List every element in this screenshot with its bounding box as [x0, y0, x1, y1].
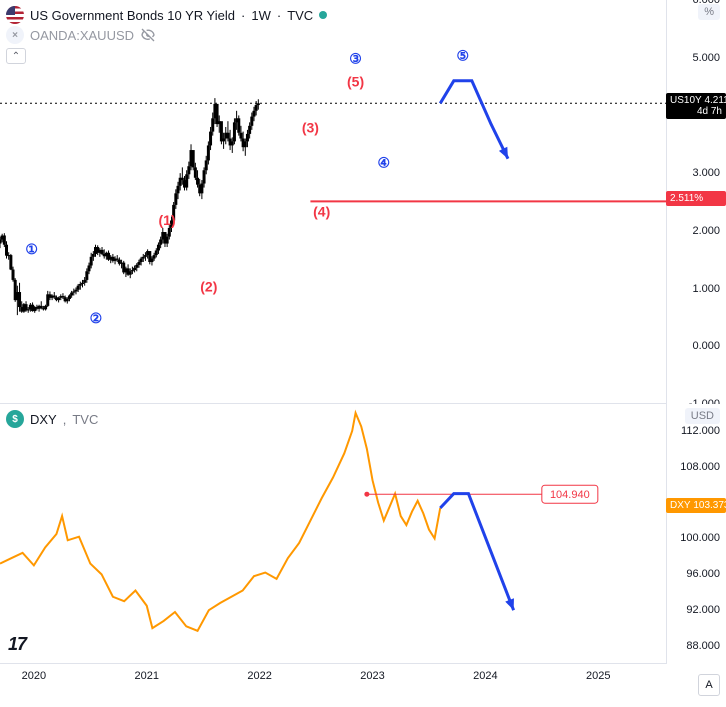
bottom-symbol-title[interactable]: DXY	[30, 412, 57, 427]
secondary-symbol[interactable]: OANDA:XAUUSD	[30, 28, 134, 43]
svg-text:(3): (3)	[302, 120, 319, 136]
top-chart-panel: US Government Bonds 10 YR Yield · 1W · T…	[0, 0, 726, 404]
auto-scale-button[interactable]: A	[698, 674, 720, 696]
x-tick-label: 2025	[586, 670, 610, 682]
x-tick-label: 2021	[134, 670, 158, 682]
y-tick-label: 88.000	[686, 640, 720, 652]
top-y-axis[interactable]: % -1.0000.0001.0002.0003.0004.0005.0006.…	[666, 0, 726, 404]
legend-sep: ·	[241, 8, 245, 23]
hidden-series-icon: ×	[6, 26, 24, 44]
current-price-label: US10Y 4.211%4d 7h	[666, 93, 726, 119]
top-symbol-title[interactable]: US Government Bonds 10 YR Yield	[30, 8, 235, 23]
svg-text:④: ④	[378, 154, 391, 170]
y-tick-label: 5.000	[692, 52, 720, 64]
bottom-y-unit[interactable]: USD	[685, 408, 720, 424]
secondary-legend-row: × OANDA:XAUUSD	[6, 26, 156, 44]
dxy-badge-icon: $	[6, 410, 24, 428]
bottom-chart-plot[interactable]: 104.940	[0, 404, 666, 664]
x-tick-label: 2023	[360, 670, 384, 682]
bottom-chart-panel: $ DXY , TVC 104.940 17 USD 88.000 92.000 9…	[0, 404, 726, 664]
top-legend-row: US Government Bonds 10 YR Yield · 1W · T…	[6, 6, 327, 24]
bottom-y-axis[interactable]: USD 88.00092.00096.000100.000104.000108.…	[666, 404, 726, 664]
y-tick-label: 96.000	[686, 568, 720, 580]
tradingview-logo-icon: 17	[8, 634, 26, 655]
bottom-legend-row: $ DXY , TVC	[6, 410, 98, 428]
y-tick-label: 1.000	[692, 283, 720, 295]
y-tick-label: 2.000	[692, 225, 720, 237]
svg-text:①: ①	[25, 241, 38, 257]
x-tick-label: 2020	[22, 670, 46, 682]
y-tick-label: 6.000	[692, 0, 720, 6]
support-price-label: 2.511%	[666, 191, 726, 206]
svg-text:⑤: ⑤	[457, 48, 470, 64]
svg-text:(5): (5)	[347, 74, 364, 90]
top-exchange: TVC	[287, 8, 313, 23]
svg-text:(2): (2)	[200, 278, 217, 294]
x-tick-label: 2022	[247, 670, 271, 682]
y-tick-label: 92.000	[686, 604, 720, 616]
bottom-exchange: TVC	[72, 412, 98, 427]
legend-sep: ·	[277, 8, 281, 23]
y-tick-label: 112.000	[681, 425, 720, 437]
y-tick-label: 3.000	[692, 167, 720, 179]
y-tick-label: 0.000	[692, 340, 720, 352]
bottom-exchange-sep: ,	[63, 412, 67, 427]
top-chart-plot[interactable]: ① ② ③ ④ ⑤ (1) (2) (3) (4) (5)	[0, 0, 666, 404]
svg-text:104.940: 104.940	[550, 489, 590, 501]
x-tick-label: 2024	[473, 670, 497, 682]
svg-text:③: ③	[349, 50, 362, 66]
y-tick-label: 108.000	[680, 461, 720, 473]
us-flag-icon	[6, 6, 24, 24]
svg-text:②: ②	[90, 310, 103, 326]
visibility-off-icon[interactable]	[140, 27, 156, 43]
dxy-price-label: DXY 103.373	[666, 498, 726, 513]
y-tick-label: 100.000	[680, 532, 720, 544]
svg-text:(4): (4)	[313, 203, 330, 219]
top-interval[interactable]: 1W	[251, 8, 271, 23]
time-axis[interactable]: A 2020 2021 2022 2023 2024 2025	[0, 664, 726, 707]
svg-text:(1): (1)	[159, 212, 176, 228]
market-status-dot	[319, 11, 327, 19]
top-y-unit[interactable]: %	[698, 4, 720, 20]
